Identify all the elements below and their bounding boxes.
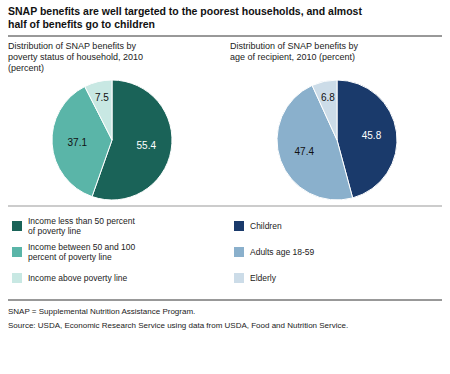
data-label: 6.8 <box>321 92 335 103</box>
legend-entry: Children <box>250 221 282 231</box>
legend-entry: Adults age 18-59 <box>250 247 315 257</box>
subtitle: Distribution of SNAP benefits byage of r… <box>230 41 358 62</box>
data-label: 7.5 <box>95 92 109 103</box>
separator <box>8 36 442 37</box>
data-labels: 55.4 37.1 7.5 <box>68 92 157 151</box>
legend: Children Adults age 18-59 Elderly <box>234 221 315 283</box>
data-label: 55.4 <box>137 140 157 151</box>
data-label: 47.4 <box>295 146 315 157</box>
legend-entry: Elderly <box>250 273 277 283</box>
legend-entry: Income less than 50 percentof poverty li… <box>28 216 135 236</box>
legend: Income less than 50 percentof poverty li… <box>12 216 136 283</box>
legend-swatch <box>12 247 22 257</box>
slice <box>312 80 337 140</box>
legend-swatch <box>234 221 244 231</box>
legend-entry: Income between 50 and 100percent of pove… <box>28 242 136 262</box>
slice <box>52 87 112 197</box>
footnote: Source: USDA, Economic Research Service … <box>8 321 348 330</box>
pie <box>277 80 397 200</box>
data-label: 37.1 <box>68 137 88 148</box>
subtitle: Distribution of SNAP benefits bypoverty … <box>8 41 143 73</box>
separator <box>8 206 442 207</box>
footnote: SNAP = Supplemental Nutrition Assistance… <box>8 307 195 316</box>
legend-swatch <box>234 247 244 257</box>
pie <box>52 80 172 200</box>
data-label: 45.8 <box>362 130 382 141</box>
legend-swatch <box>12 221 22 231</box>
data-labels: 45.8 47.4 6.8 <box>295 92 382 157</box>
title: SNAP benefits are well targeted to the p… <box>8 5 362 30</box>
background <box>0 0 450 374</box>
slice <box>85 80 112 140</box>
separator <box>8 300 442 301</box>
slice <box>277 85 353 200</box>
legend-swatch <box>234 273 244 283</box>
legend-swatch <box>12 273 22 283</box>
legend-entry: Income above poverty line <box>28 273 127 283</box>
